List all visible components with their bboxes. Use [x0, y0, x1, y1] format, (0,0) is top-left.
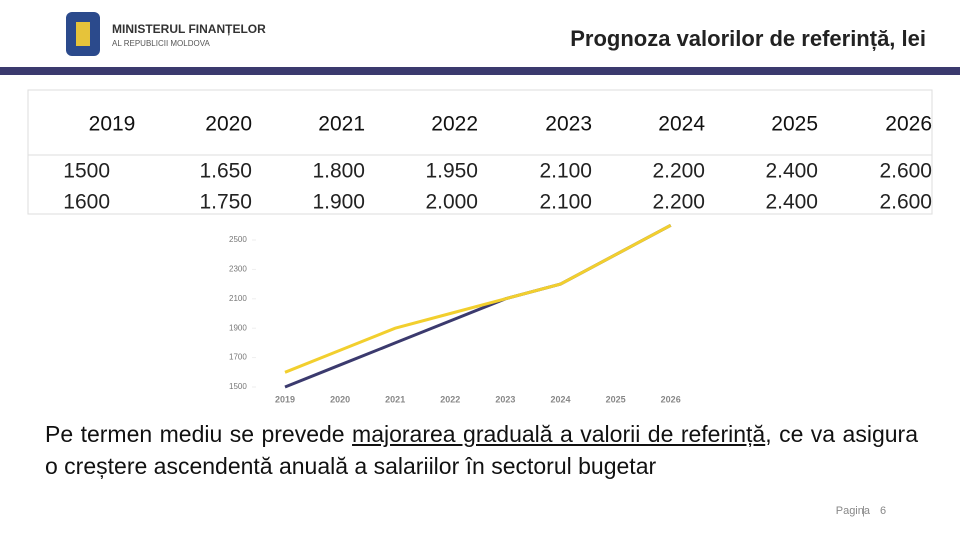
table-cell: 2.000	[425, 191, 478, 214]
header-bar	[0, 67, 960, 75]
body-part: Pe termen mediu se prevede	[45, 421, 353, 447]
table-cell: 2.600	[879, 160, 932, 183]
x-tick-label: 2024	[550, 394, 570, 404]
table-cell: 1.750	[199, 191, 252, 214]
x-tick-label: 2025	[606, 394, 626, 404]
y-tick-label: 1700	[229, 353, 247, 362]
x-tick-label: 2020	[330, 394, 350, 404]
table-cell: 2.400	[765, 160, 818, 183]
table-header-cell: 2024	[658, 113, 705, 136]
logo-line1: MINISTERUL FINANȚELOR	[112, 22, 266, 36]
table-cell: 2.400	[765, 191, 818, 214]
table-cell: 1500	[63, 160, 110, 183]
table-header-cell: 2025	[771, 113, 818, 136]
table-header-cell: 2022	[431, 113, 478, 136]
logo-line2: AL REPUBLICII MOLDOVA	[112, 39, 210, 48]
page-sep: |	[862, 505, 865, 517]
body-underlined: majorarea graduală a valorii de referinț…	[352, 421, 766, 447]
table-frame	[27, 89, 933, 215]
x-tick-label: 2021	[385, 394, 405, 404]
line-series	[284, 223, 672, 374]
table-cell: 1.650	[199, 160, 252, 183]
table-header-cell: 2023	[545, 113, 592, 136]
table-header-cell: 2019	[89, 113, 136, 136]
table-cell: 1600	[63, 191, 110, 214]
y-tick-label: 2100	[229, 294, 247, 303]
y-tick-label: 1500	[229, 382, 247, 391]
x-tick-label: 2019	[275, 394, 295, 404]
body-part: , ce va asigura o creștere ascendentă an…	[45, 421, 918, 479]
page-label: Pagina	[836, 505, 871, 517]
table-header-cell: 2020	[205, 113, 252, 136]
y-tick-label: 1900	[229, 323, 247, 332]
table-cell: 1.900	[312, 191, 365, 214]
slide-title: Prognoza valorilor de referință, lei	[570, 26, 926, 51]
x-tick-label: 2026	[661, 394, 681, 404]
x-tick-label: 2023	[495, 394, 515, 404]
table-cell: 2.100	[539, 160, 592, 183]
table-cell: 2.200	[652, 191, 705, 214]
table-cell: 1.800	[312, 160, 365, 183]
table-cell: 1.950	[425, 160, 478, 183]
table-header-cell: 2026	[885, 113, 932, 136]
body-text: Pe termen mediu se prevede majorarea gra…	[45, 418, 918, 482]
table-cell: 2.200	[652, 160, 705, 183]
table-cell: 2.600	[879, 191, 932, 214]
table-header-cell: 2021	[318, 113, 365, 136]
table-cell: 2.100	[539, 191, 592, 214]
x-tick-label: 2022	[440, 394, 460, 404]
y-tick-label: 2500	[229, 235, 247, 244]
page-number: 6	[880, 505, 886, 517]
y-tick-label: 2300	[229, 265, 247, 274]
logo-shield	[76, 22, 90, 46]
